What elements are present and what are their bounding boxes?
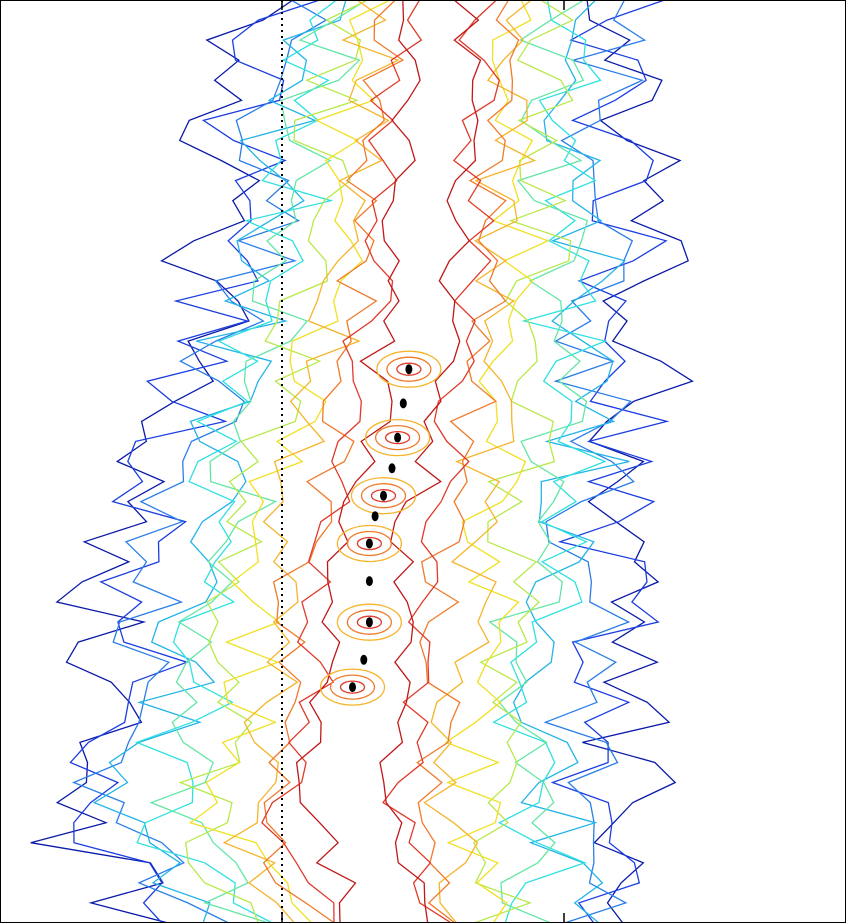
peak-point bbox=[388, 463, 396, 474]
contour-level-7-left bbox=[178, 0, 368, 923]
peak-point bbox=[380, 490, 387, 501]
contour-level-6-right bbox=[488, 0, 589, 923]
contour-level-2-left bbox=[69, 0, 320, 923]
contour-lines bbox=[30, 0, 694, 923]
peak-point bbox=[360, 654, 368, 665]
contour-level-9-left bbox=[222, 0, 400, 923]
contour-level-8-right bbox=[444, 0, 550, 923]
core-contour-loop bbox=[396, 362, 422, 376]
axis-ticks bbox=[281, 0, 565, 923]
peak-point bbox=[405, 364, 413, 375]
contour-level-3-left bbox=[71, 0, 328, 923]
contour-level-4-right bbox=[512, 0, 630, 923]
core-contour-loop bbox=[360, 483, 407, 509]
contour-level-11-right bbox=[382, 0, 501, 923]
contour-level-9-right bbox=[423, 0, 537, 923]
core-contour-loop bbox=[356, 536, 383, 551]
contour-level-5-left bbox=[134, 0, 337, 923]
contour-level-4-left bbox=[92, 0, 347, 923]
peak-point bbox=[365, 617, 373, 628]
contour-level-12-right bbox=[379, 0, 482, 923]
peak-point bbox=[399, 398, 407, 409]
core-contour-loop bbox=[346, 530, 393, 557]
contour-level-10-right bbox=[416, 0, 520, 923]
core-contour-loop bbox=[376, 350, 442, 388]
contour-level-7-right bbox=[472, 0, 575, 923]
core-contour-loop bbox=[356, 615, 383, 629]
contour-level-5-right bbox=[492, 0, 608, 923]
core-contour-loop bbox=[350, 477, 417, 515]
peak-point bbox=[349, 682, 356, 693]
core-contour-loop bbox=[329, 674, 376, 700]
core-contour-loop bbox=[339, 680, 366, 694]
core-contour-loop bbox=[386, 356, 432, 382]
contour-level-2-right bbox=[550, 0, 670, 923]
contour-level-1-right bbox=[582, 0, 694, 923]
core-contour-loop bbox=[364, 418, 431, 457]
core-contour-loop bbox=[374, 424, 421, 451]
contour-level-10-left bbox=[262, 0, 405, 923]
core-contour-loop bbox=[319, 668, 386, 706]
contour-level-8-left bbox=[188, 0, 391, 923]
peak-point bbox=[365, 538, 373, 549]
core-contour-loop bbox=[336, 524, 403, 563]
contour-level-11-left bbox=[261, 0, 423, 923]
peak-point bbox=[394, 432, 402, 443]
peak-point bbox=[371, 511, 379, 522]
core-contour-loop bbox=[370, 489, 397, 503]
contour-level-12-left bbox=[295, 0, 421, 923]
peak-point bbox=[365, 576, 373, 587]
core-contour-loop bbox=[336, 603, 403, 641]
peak-trace bbox=[349, 364, 413, 693]
core-contour-loop bbox=[384, 430, 411, 445]
contour-level-6-left bbox=[149, 0, 367, 923]
core-contour-loop bbox=[346, 609, 393, 635]
